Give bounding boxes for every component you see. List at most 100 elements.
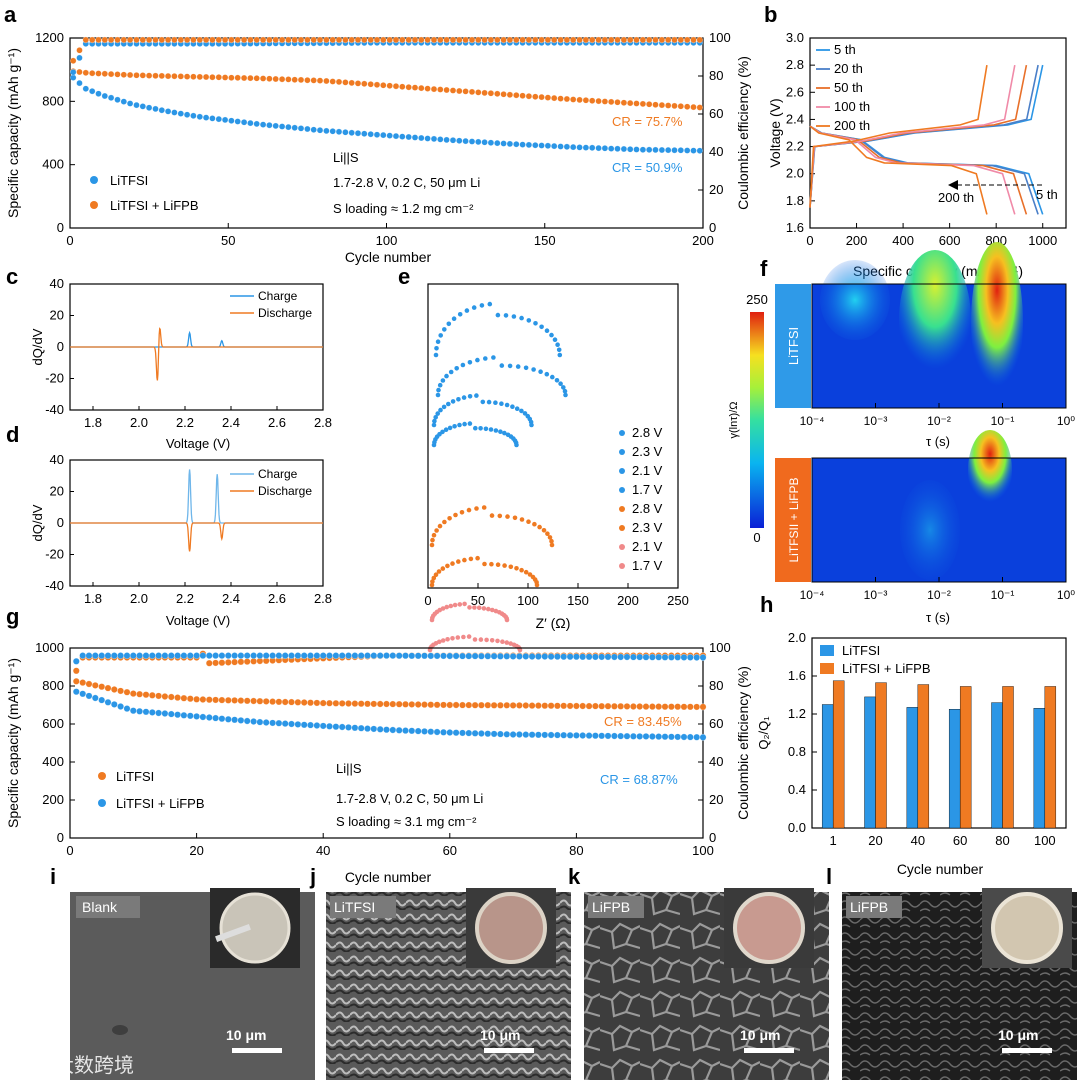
g-point	[680, 703, 688, 711]
g-point	[98, 696, 106, 704]
a-point	[101, 92, 108, 100]
f-xtick-label: 10⁰	[1057, 414, 1075, 428]
a-point	[563, 143, 571, 150]
h-xlabel: Cycle number	[897, 861, 984, 877]
g-point	[345, 700, 352, 707]
a-point	[519, 92, 526, 99]
e-point	[462, 421, 467, 427]
a-point	[506, 91, 514, 98]
e-point	[495, 638, 500, 644]
g-point	[218, 659, 226, 667]
a-point	[171, 36, 178, 44]
e-point	[484, 637, 489, 643]
g-point	[136, 690, 143, 698]
a-point	[677, 147, 684, 154]
e-point	[514, 442, 519, 448]
e-point	[441, 404, 447, 410]
g-point	[205, 714, 213, 721]
e-point	[538, 369, 543, 375]
a-point	[456, 36, 463, 44]
a-point	[639, 36, 647, 44]
a-point	[646, 101, 653, 108]
g-point	[288, 698, 295, 706]
a-point	[209, 115, 216, 122]
a-point	[183, 36, 191, 44]
e-point	[429, 582, 435, 588]
a-point	[582, 36, 590, 44]
g-point	[522, 702, 530, 709]
d-ytick-label: 20	[50, 484, 64, 499]
g-point	[661, 703, 669, 711]
d-xtick-label: 1.8	[84, 591, 102, 606]
g-point	[205, 652, 213, 659]
a-xtick-label: 150	[534, 233, 556, 248]
g-point	[250, 697, 257, 705]
a-point	[551, 142, 558, 150]
a-point	[665, 146, 672, 154]
a-cr-blue: CR = 50.9%	[612, 160, 683, 175]
g-point	[395, 652, 403, 660]
a-ytick-label: 1200	[35, 30, 64, 45]
g-point	[421, 701, 428, 708]
e-point	[493, 400, 498, 406]
g-point	[262, 719, 270, 726]
h-bar-litfsi	[864, 696, 876, 829]
e-point	[557, 352, 563, 358]
a-point	[532, 142, 539, 149]
g-point	[522, 731, 530, 738]
d-curve-discharge	[70, 522, 323, 552]
e-point	[436, 387, 441, 393]
f-colorbar-max: 250	[746, 292, 768, 307]
a-point	[639, 100, 647, 108]
a-point	[475, 89, 482, 96]
g-point	[516, 731, 523, 738]
e-point	[452, 602, 458, 608]
g-point	[585, 732, 593, 739]
g-point	[117, 687, 124, 695]
e-point	[453, 512, 458, 518]
a-point	[126, 36, 134, 44]
a-point	[259, 36, 267, 44]
e-legend-marker	[619, 487, 625, 493]
a-point	[240, 74, 248, 82]
a-point	[633, 100, 640, 107]
g-point	[699, 733, 707, 741]
g-point	[288, 720, 295, 728]
g-point	[680, 654, 688, 661]
e-point	[550, 374, 555, 380]
b-legend-label: 200 th	[834, 118, 870, 133]
a-xtick-label: 100	[376, 233, 398, 248]
e-point	[430, 537, 435, 543]
a-point	[456, 137, 463, 144]
a-point	[475, 36, 482, 44]
e-point	[504, 617, 510, 623]
g-point	[661, 733, 669, 741]
g-y2tick-label: 80	[709, 678, 723, 693]
g-point	[427, 728, 435, 736]
g-annot-cond: 1.7-2.8 V, 0.2 C, 50 μm Li	[336, 791, 483, 806]
g-point	[573, 702, 580, 710]
a-point	[247, 36, 254, 44]
e-point	[429, 542, 435, 548]
g-point	[528, 653, 536, 660]
e-point	[446, 321, 452, 327]
e-point	[495, 312, 501, 318]
e-point	[537, 524, 542, 530]
a-point	[557, 36, 564, 44]
a-point	[70, 74, 77, 81]
a-point	[443, 136, 450, 144]
e-point	[451, 316, 457, 322]
a-point	[386, 82, 393, 89]
g-point	[452, 729, 460, 737]
g-point	[269, 652, 276, 659]
panel-c: 1.8 2.0 2.2 2.4 2.6 2.8 -40 -20 0 20 40 dQ/dV Volt…	[30, 276, 332, 451]
d-xtick-label: 2.0	[130, 591, 148, 606]
a-point	[139, 36, 146, 44]
e-point	[462, 601, 467, 607]
a-point	[89, 36, 96, 44]
g-point	[459, 652, 466, 660]
g-point	[123, 705, 131, 712]
a-point	[291, 76, 298, 83]
g-point	[535, 653, 542, 660]
e-point	[447, 425, 453, 431]
